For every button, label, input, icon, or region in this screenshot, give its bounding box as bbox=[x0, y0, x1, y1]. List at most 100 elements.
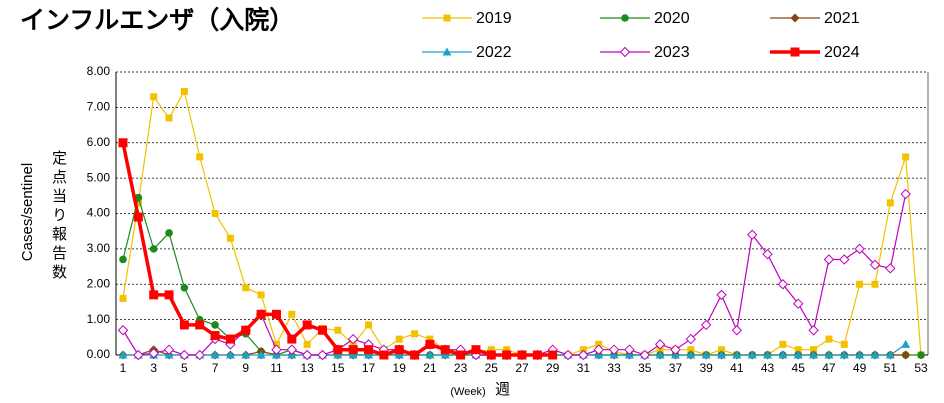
marker bbox=[318, 325, 327, 335]
marker bbox=[257, 291, 265, 299]
marker bbox=[347, 333, 359, 345]
legend-label: 2021 bbox=[824, 10, 860, 27]
marker bbox=[149, 290, 159, 300]
marker bbox=[621, 14, 629, 22]
marker bbox=[777, 279, 789, 290]
y-tick-label: 8.00 bbox=[87, 64, 111, 78]
marker bbox=[256, 309, 266, 319]
series-line bbox=[122, 193, 907, 356]
x-tick-label: 49 bbox=[853, 361, 867, 375]
x-tick-label: 1 bbox=[120, 361, 127, 375]
x-tick-label: 17 bbox=[362, 361, 376, 375]
marker bbox=[241, 350, 251, 359]
marker bbox=[271, 309, 281, 319]
marker bbox=[272, 340, 280, 348]
y-tick-label: 2.00 bbox=[87, 276, 111, 290]
x-tick-label: 27 bbox=[515, 361, 529, 375]
marker bbox=[303, 340, 311, 348]
marker bbox=[763, 350, 773, 359]
y-tick-label: 0.00 bbox=[87, 347, 111, 361]
marker bbox=[118, 138, 128, 148]
x-tick-label: 3 bbox=[150, 361, 157, 375]
x-tick-label: 53 bbox=[914, 361, 928, 375]
x-tick-label: 13 bbox=[300, 361, 314, 375]
marker bbox=[256, 350, 266, 359]
marker bbox=[179, 320, 189, 330]
legend-label: 2023 bbox=[654, 44, 690, 61]
marker bbox=[226, 234, 234, 242]
marker bbox=[164, 290, 174, 300]
marker bbox=[425, 350, 435, 359]
marker bbox=[348, 345, 358, 355]
marker bbox=[532, 350, 542, 360]
legend-label: 2024 bbox=[824, 44, 860, 61]
marker bbox=[210, 350, 220, 359]
marker bbox=[579, 346, 587, 354]
y-tick-label: 5.00 bbox=[87, 170, 111, 184]
x-tick-label: 33 bbox=[607, 361, 621, 375]
marker bbox=[656, 346, 664, 354]
marker bbox=[165, 114, 173, 122]
marker bbox=[517, 350, 527, 360]
marker bbox=[809, 350, 819, 359]
x-tick-label: 47 bbox=[822, 361, 836, 375]
marker bbox=[900, 188, 911, 200]
marker bbox=[119, 255, 127, 264]
marker bbox=[793, 350, 803, 359]
marker bbox=[885, 263, 896, 274]
marker bbox=[790, 47, 800, 57]
x-tick-label: 35 bbox=[638, 361, 652, 375]
marker bbox=[364, 350, 374, 359]
marker bbox=[593, 344, 604, 355]
marker bbox=[503, 346, 511, 354]
marker bbox=[271, 344, 282, 355]
x-tick-label: 39 bbox=[699, 361, 713, 375]
legend-label: 2022 bbox=[476, 44, 512, 61]
marker bbox=[242, 284, 250, 292]
y-tick-label: 1.00 bbox=[87, 312, 111, 326]
marker bbox=[790, 13, 800, 23]
marker bbox=[762, 248, 773, 260]
marker bbox=[486, 350, 496, 360]
marker bbox=[619, 46, 631, 58]
marker bbox=[225, 334, 235, 344]
marker bbox=[700, 319, 712, 331]
marker bbox=[747, 350, 757, 359]
marker bbox=[179, 349, 190, 361]
marker bbox=[686, 350, 696, 359]
marker bbox=[655, 350, 665, 359]
marker bbox=[779, 340, 787, 348]
marker bbox=[487, 346, 495, 354]
marker bbox=[808, 325, 819, 336]
marker bbox=[746, 229, 758, 240]
marker bbox=[639, 349, 650, 361]
legend-label: 2020 bbox=[654, 10, 690, 27]
x-tick-label: 7 bbox=[212, 361, 219, 375]
marker bbox=[195, 320, 205, 330]
x-tick-label: 25 bbox=[485, 361, 499, 375]
marker bbox=[440, 345, 450, 355]
marker bbox=[562, 349, 574, 361]
marker bbox=[595, 340, 603, 348]
marker bbox=[443, 14, 451, 22]
marker bbox=[793, 298, 804, 309]
marker bbox=[778, 350, 788, 359]
y-tick-label: 3.00 bbox=[87, 241, 111, 255]
marker bbox=[180, 283, 189, 292]
marker bbox=[133, 349, 144, 361]
x-tick-label: 19 bbox=[393, 361, 407, 375]
marker bbox=[687, 346, 695, 354]
x-axis-label-ja: 週 bbox=[495, 381, 510, 398]
marker bbox=[731, 325, 743, 336]
marker bbox=[856, 280, 864, 288]
marker bbox=[840, 340, 848, 348]
marker bbox=[133, 212, 143, 222]
legend-label: 2019 bbox=[476, 10, 512, 27]
marker bbox=[365, 321, 373, 329]
marker bbox=[411, 330, 419, 338]
marker bbox=[732, 350, 742, 359]
marker bbox=[364, 345, 374, 355]
marker bbox=[685, 333, 697, 345]
marker bbox=[394, 345, 404, 355]
